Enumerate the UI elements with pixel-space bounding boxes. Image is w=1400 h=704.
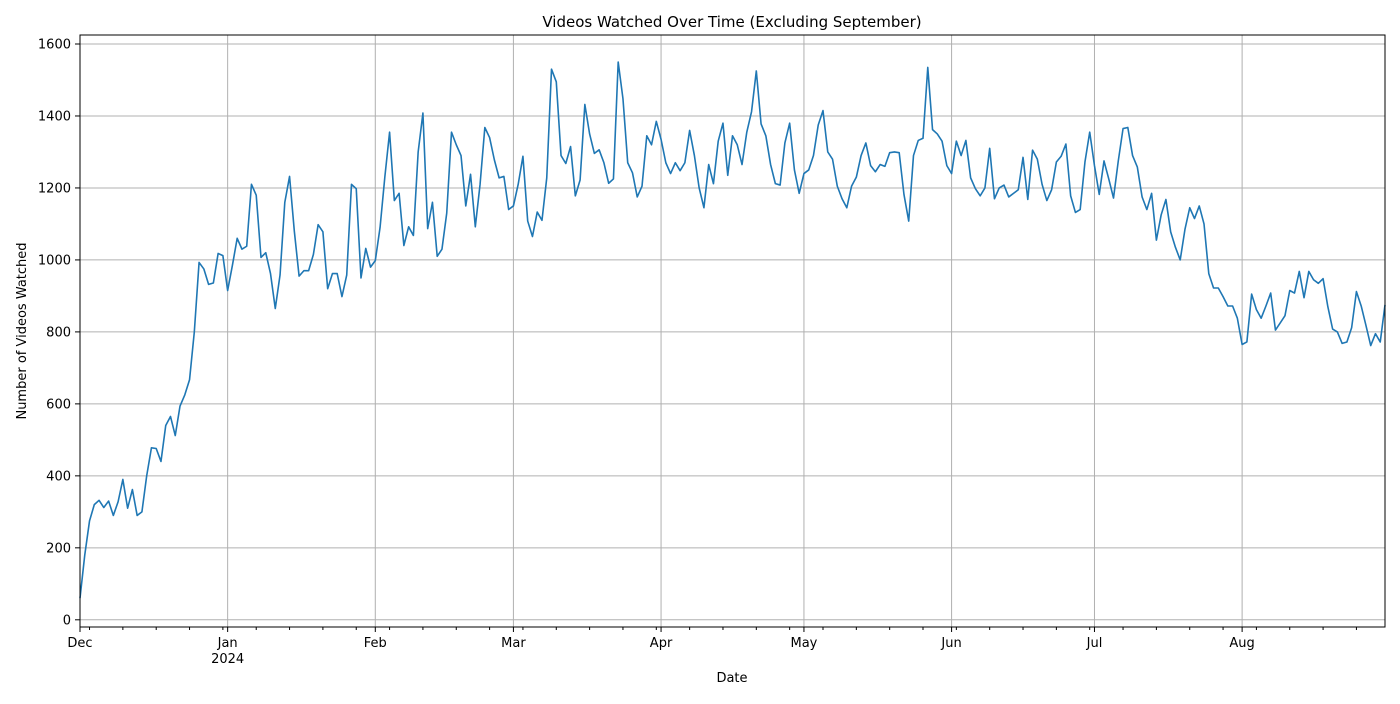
x-tick-label: Apr	[650, 636, 673, 651]
y-tick-label: 1400	[38, 109, 71, 124]
x-axis-label: Date	[716, 671, 747, 686]
x-tick-label: Jul	[1086, 636, 1103, 651]
y-tick-label: 1200	[38, 181, 71, 196]
series-layer	[79, 61, 1386, 599]
plot-frame	[79, 34, 1386, 628]
x-tick-label: May	[790, 636, 817, 651]
x-tick-label: Dec	[67, 636, 92, 651]
chart-title: Videos Watched Over Time (Excluding Sept…	[542, 13, 921, 31]
x-tick-label: Jun	[940, 636, 961, 651]
x-tick-label: Aug	[1229, 636, 1254, 651]
y-tick-label: 400	[46, 469, 71, 484]
x-tick-year-label: 2024	[211, 652, 244, 667]
y-tick-label: 1000	[38, 253, 71, 268]
y-tick-label: 200	[46, 541, 71, 556]
y-tick-label: 800	[46, 325, 71, 340]
y-axis-label: Number of Videos Watched	[15, 242, 30, 419]
x-tick-label: Jan	[217, 636, 238, 651]
y-tick-label: 1600	[38, 37, 71, 52]
y-tick-label: 600	[46, 397, 71, 412]
x-tick-label: Feb	[364, 636, 387, 651]
x-tick-label: Mar	[501, 636, 526, 651]
series-line	[79, 61, 1386, 599]
y-tick-label: 0	[63, 613, 71, 628]
